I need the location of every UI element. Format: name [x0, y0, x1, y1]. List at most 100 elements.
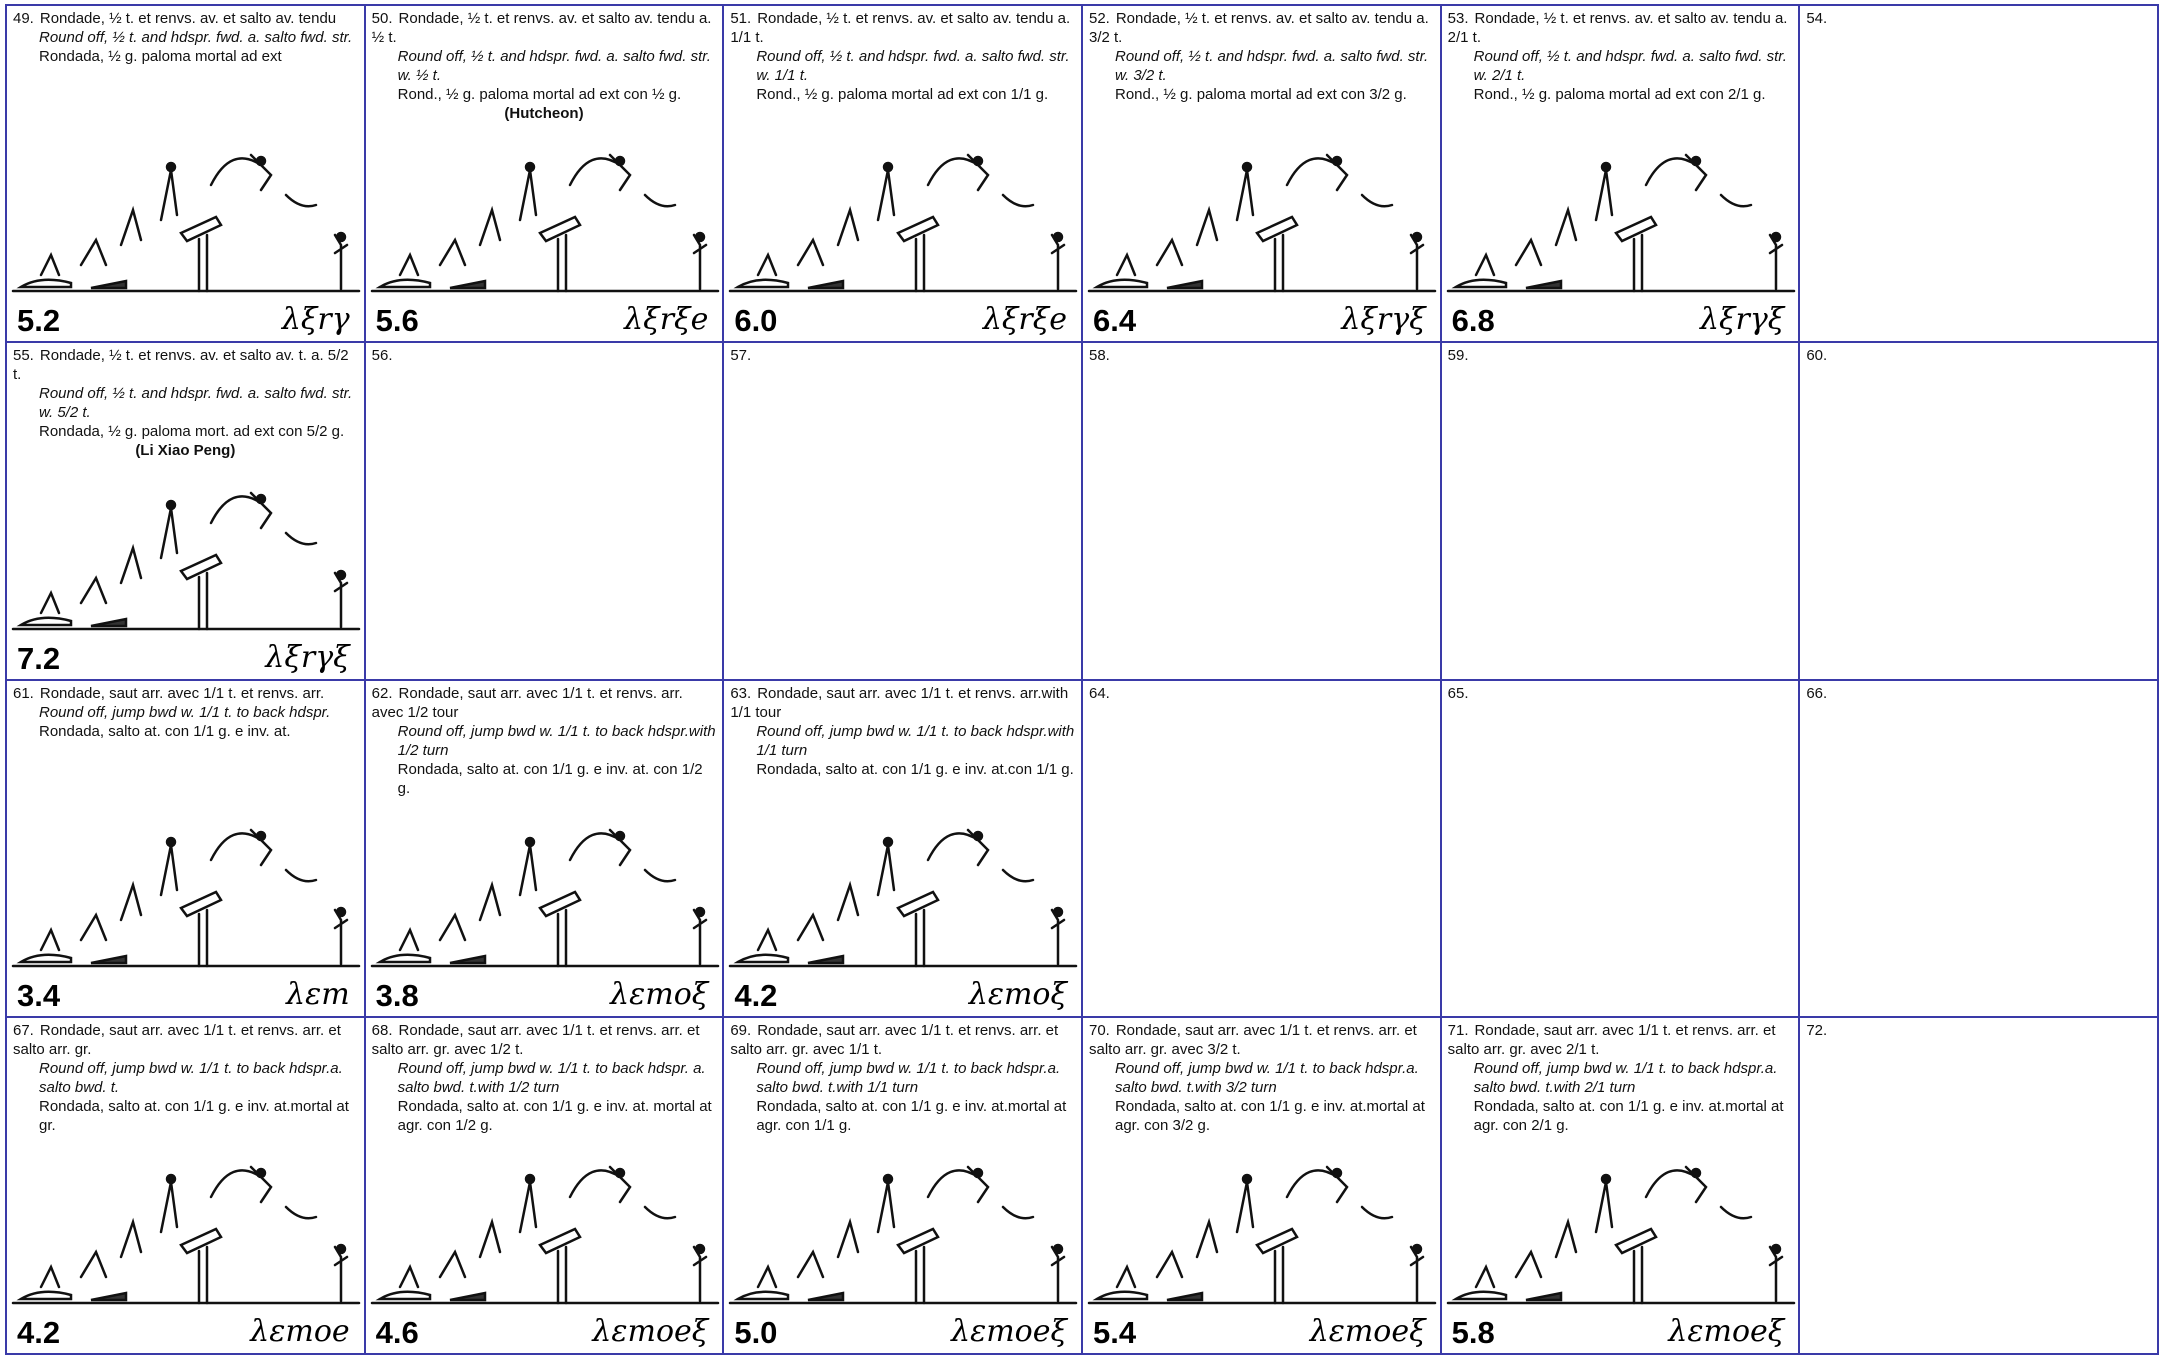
- skill-es: Rond., ½ g. paloma mortal ad ext con 1/1…: [756, 86, 1049, 103]
- skill-number: 67.: [13, 1021, 34, 1039]
- skill-es: Rondada, salto at. con 1/1 g. e inv. at.…: [39, 1097, 349, 1134]
- skill-cell: 56.: [365, 343, 725, 681]
- difficulty-value: 5.0: [734, 1315, 778, 1350]
- skill-line-fr: 69. Rondade, saut arr. avec 1/1 t. et ren…: [730, 1021, 1075, 1059]
- skill-es: Rond., ½ g. paloma mortal ad ext con 2/1…: [1473, 86, 1766, 103]
- skill-en: Round off, jump bwd w. 1/1 t. to back hd…: [397, 1059, 706, 1096]
- skill-es: Rond., ½ g. paloma mortal ad ext con 3/2…: [1114, 86, 1407, 103]
- skill-symbol: λξrγξ: [1341, 302, 1426, 338]
- skill-line-fr: 65.: [1448, 684, 1793, 703]
- skill-cell: 53. Rondade, ½ t. et renvs. av. et salto …: [1441, 6, 1801, 344]
- skill-number: 57.: [730, 347, 752, 365]
- skill-number: 54.: [1806, 10, 1828, 27]
- skill-cell: 65.: [1441, 680, 1801, 1018]
- skill-line-fr: 68. Rondade, saut arr. avec 1/1 t. et ren…: [372, 1021, 717, 1059]
- difficulty-value: 5.4: [1092, 1315, 1137, 1350]
- skill-text: 65.: [1448, 684, 1793, 703]
- skill-es: Rondada, salto at. con 1/1 g. e inv. at.…: [756, 760, 1074, 778]
- skill-en: Round off, jump bwd w. 1/1 t. to back hd…: [756, 1059, 1061, 1096]
- skill-number: 72.: [1806, 1021, 1828, 1039]
- skill-cell: 70. Rondade, saut arr. avec 1/1 t. et ren…: [1082, 1017, 1442, 1355]
- skill-text: 64.: [1089, 684, 1434, 703]
- skill-text: 56.: [372, 346, 717, 365]
- skill-line-fr: 61. Rondade, saut arr. avec 1/1 t. et ren…: [13, 684, 358, 703]
- skill-line-fr: 64.: [1089, 684, 1434, 703]
- difficulty-value: 6.4: [1092, 303, 1137, 339]
- skill-line-fr: 63. Rondade, saut arr. avec 1/1 t. et ren…: [730, 684, 1075, 722]
- skill-number: 49.: [13, 10, 34, 27]
- skill-cell: 54.: [1800, 6, 2159, 344]
- skill-number: 50.: [371, 10, 393, 27]
- skill-es: Rondada, salto at. con 1/1 g. e inv. at.…: [397, 760, 703, 797]
- difficulty-value: 4.2: [17, 1315, 61, 1350]
- skill-es: Rondada, salto at. con 1/1 g. e inv. at.…: [1473, 1097, 1784, 1134]
- skill-cell: 62. Rondade, saut arr. avec 1/1 t. et ren…: [365, 680, 725, 1018]
- skill-name: (Hutcheon): [504, 105, 584, 122]
- skill-name: (Li Xiao Peng): [135, 442, 236, 460]
- skill-cell: 51. Rondade, ½ t. et renvs. av. et salto …: [724, 6, 1083, 344]
- skill-en: Round off, ½ t. and hdspr. fwd. a. salto…: [39, 385, 353, 422]
- skill-symbol: λξrξe: [982, 302, 1067, 338]
- skill-cell: 59.: [1441, 343, 1801, 681]
- vault-illustration: [1087, 1165, 1437, 1305]
- skill-text: 51. Rondade, ½ t. et renvs. av. et salto …: [730, 9, 1075, 104]
- skill-cell: 63. Rondade, saut arr. avec 1/1 t. et ren…: [724, 680, 1083, 1018]
- difficulty-value: 3.4: [17, 977, 61, 1013]
- skill-text: 69. Rondade, saut arr. avec 1/1 t. et ren…: [730, 1021, 1075, 1135]
- skill-fr: Rondade, saut arr. avec 1/1 t. et renvs.…: [371, 684, 683, 721]
- skill-line-fr: 57.: [730, 346, 1075, 365]
- skill-en: Round off, ½ t. and hdspr. fwd. a. salto…: [1114, 48, 1429, 84]
- skill-es: Rondada, salto at. con 1/1 g. e inv. at.…: [756, 1097, 1067, 1134]
- skill-cell: 68. Rondade, saut arr. avec 1/1 t. et ren…: [365, 1017, 725, 1355]
- skill-line-fr: 49. Rondade, ½ t. et renvs. av. et salto …: [13, 9, 358, 28]
- skill-symbol: λεmoeξ: [951, 1314, 1067, 1349]
- skill-en: Round off, jump bwd w. 1/1 t. to back hd…: [756, 722, 1075, 759]
- skill-number: 56.: [371, 347, 393, 365]
- skill-number: 52.: [1088, 10, 1110, 27]
- skill-line-fr: 60.: [1806, 346, 2151, 365]
- skill-number: 69.: [730, 1021, 752, 1039]
- skill-en: Round off, jump bwd w. 1/1 t. to back hd…: [1473, 1059, 1778, 1096]
- skill-text: 68. Rondade, saut arr. avec 1/1 t. et ren…: [372, 1021, 717, 1135]
- skill-en: Round off, ½ t. and hdspr. fwd. a. salto…: [397, 48, 711, 84]
- skill-cell: 58.: [1082, 343, 1442, 681]
- skill-fr: Rondade, saut arr. avec 1/1 t. et renvs.…: [1088, 1021, 1417, 1058]
- skill-cell: 60.: [1800, 343, 2159, 681]
- skill-number: 53.: [1447, 10, 1469, 27]
- skill-number: 70.: [1088, 1021, 1110, 1039]
- skill-symbol: λεmoξ: [610, 976, 709, 1012]
- skill-number: 61.: [13, 684, 34, 702]
- skill-line-fr: 59.: [1448, 346, 1793, 365]
- skill-fr: Rondade, saut arr. avec 1/1 t. et renvs.…: [730, 1021, 1059, 1058]
- skill-number: 66.: [1806, 684, 1828, 702]
- skill-cell: 55. Rondade, ½ t. et renvs. av. et salto …: [7, 343, 366, 681]
- skill-cell: 50. Rondade, ½ t. et renvs. av. et salto …: [365, 6, 725, 344]
- skill-line-fr: 70. Rondade, saut arr. avec 1/1 t. et ren…: [1089, 1021, 1434, 1059]
- skill-fr: Rondade, ½ t. et renvs. av. et salto av.…: [1088, 10, 1429, 46]
- difficulty-value: 4.2: [734, 977, 778, 1013]
- skill-es: Rondada, ½ g. paloma mortal ad ext: [39, 48, 282, 65]
- skill-en: Round off, jump bwd w. 1/1 t. to back hd…: [39, 1059, 343, 1096]
- skill-cell: 64.: [1082, 680, 1442, 1018]
- skill-text: 63. Rondade, saut arr. avec 1/1 t. et ren…: [730, 684, 1075, 779]
- skill-fr: Rondade, ½ t. et renvs. av. et salto av.…: [730, 10, 1071, 46]
- skill-symbol: λεmoξ: [968, 976, 1067, 1012]
- skill-symbol: λξrξe: [624, 302, 709, 338]
- skill-es: Rondada, ½ g. paloma mort. ad ext con 5/…: [39, 423, 345, 441]
- skill-es: Rond., ½ g. paloma mortal ad ext con ½ g…: [397, 86, 682, 103]
- skill-symbol: λεm: [286, 976, 350, 1012]
- skill-number: 63.: [730, 684, 752, 702]
- skill-text: 57.: [730, 346, 1075, 365]
- skill-text: 67. Rondade, saut arr. avec 1/1 t. et ren…: [13, 1021, 358, 1135]
- skill-line-fr: 54.: [1806, 9, 2151, 28]
- skill-cell: 66.: [1800, 680, 2159, 1018]
- skill-line-fr: 67. Rondade, saut arr. avec 1/1 t. et ren…: [13, 1021, 358, 1059]
- skill-en: Round off, jump bwd w. 1/1 t. to back hd…: [1114, 1059, 1419, 1096]
- vault-illustration: [1446, 1165, 1795, 1305]
- skill-number: 58.: [1088, 347, 1110, 365]
- difficulty-value: 7.2: [17, 640, 61, 676]
- skill-line-fr: 50. Rondade, ½ t. et renvs. av. et salto …: [372, 9, 717, 47]
- skill-line-fr: 72.: [1806, 1021, 2151, 1040]
- vault-illustration: [729, 828, 1078, 967]
- skill-fr: Rondade, saut arr. avec 1/1 t. et renvs.…: [13, 1021, 341, 1058]
